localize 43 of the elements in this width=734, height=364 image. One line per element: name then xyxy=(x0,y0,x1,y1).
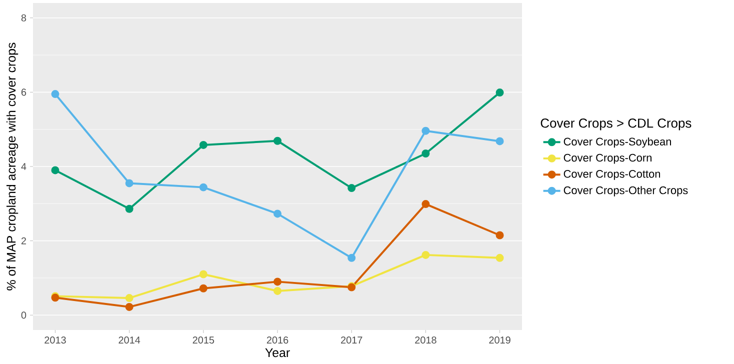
x-tick-label: 2014 xyxy=(118,336,140,344)
legend-label: Cover Crops-Other Crops xyxy=(564,186,688,196)
x-axis-title: Year xyxy=(265,348,290,358)
y-tick-label: 4 xyxy=(21,163,26,170)
point xyxy=(496,88,504,97)
point xyxy=(51,90,60,98)
y-tick-label: 6 xyxy=(21,88,26,96)
point xyxy=(348,184,356,192)
point xyxy=(422,200,430,208)
point xyxy=(274,278,282,286)
x-tick-label: 2017 xyxy=(341,336,362,344)
point xyxy=(125,294,134,302)
legend-title: Cover Crops > CDL Crops xyxy=(540,118,692,130)
point xyxy=(125,179,134,188)
point xyxy=(274,136,282,145)
point xyxy=(51,166,60,174)
x-tick-label: 2016 xyxy=(266,336,288,344)
point xyxy=(199,140,208,149)
point xyxy=(125,302,134,311)
point xyxy=(274,286,282,295)
point xyxy=(496,231,504,240)
legend-label: Cover Crops-Soybean xyxy=(564,137,671,148)
point xyxy=(199,284,208,292)
point xyxy=(199,270,208,278)
point xyxy=(125,204,134,213)
point xyxy=(348,254,356,262)
x-tick-label: 2019 xyxy=(489,336,510,344)
y-tick-label: 0 xyxy=(21,312,26,319)
point xyxy=(422,126,430,135)
point xyxy=(422,250,430,259)
y-tick-label: 2 xyxy=(21,237,26,244)
x-tick-label: 2015 xyxy=(192,336,214,344)
y-axis-title: % of MAP cropland acreage with cover crops xyxy=(6,42,18,290)
point xyxy=(199,183,208,192)
point xyxy=(422,149,430,158)
y-tick-label: 8 xyxy=(21,14,26,22)
point xyxy=(496,254,504,262)
x-tick-label: 2013 xyxy=(44,336,66,344)
point xyxy=(496,137,504,146)
point xyxy=(274,210,282,218)
legend-label: Cover Crops-Corn xyxy=(564,154,652,164)
legend-label: Cover Crops-Cotton xyxy=(564,170,660,180)
x-tick-label: 2018 xyxy=(415,336,436,344)
